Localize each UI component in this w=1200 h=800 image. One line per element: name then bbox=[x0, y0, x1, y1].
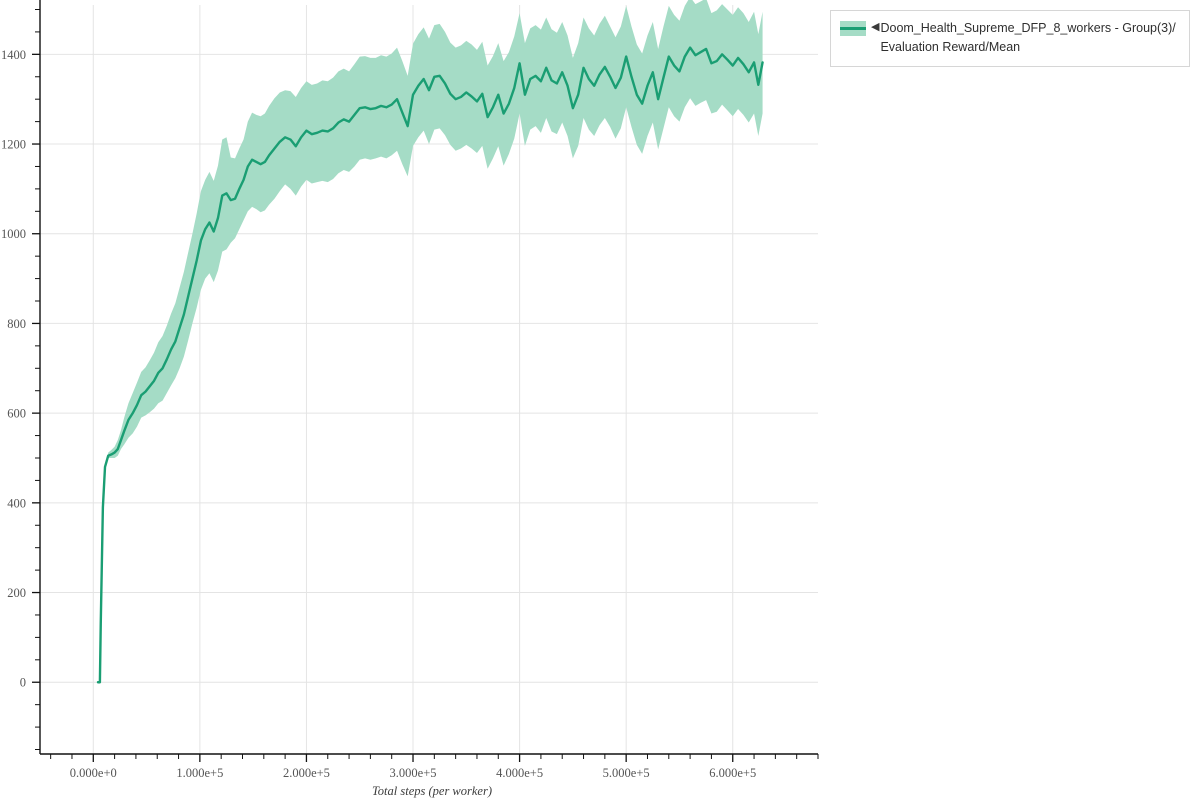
svg-text:800: 800 bbox=[7, 317, 26, 331]
legend-entry-label: Doom_Health_Supreme_DFP_8_workers - Grou… bbox=[880, 21, 1176, 54]
svg-text:4.000e+5: 4.000e+5 bbox=[496, 766, 543, 780]
svg-text:0.000e+0: 0.000e+0 bbox=[70, 766, 117, 780]
legend-color-swatch bbox=[840, 21, 866, 36]
svg-text:2.000e+5: 2.000e+5 bbox=[283, 766, 330, 780]
legend-line-swatch bbox=[840, 27, 866, 30]
legend-marker-icon: ◀ bbox=[871, 21, 880, 33]
tick-labels: 0 200 400 600 800 1000 1200 1400 0.000e+0 1.000e+… bbox=[1, 48, 756, 780]
svg-text:6.000e+5: 6.000e+5 bbox=[709, 766, 756, 780]
svg-text:1.000e+5: 1.000e+5 bbox=[176, 766, 223, 780]
series-line bbox=[96, 46, 764, 684]
svg-text:3.000e+5: 3.000e+5 bbox=[390, 766, 437, 780]
x-axis-title: Total steps (per worker) bbox=[372, 784, 492, 798]
svg-text:5.000e+5: 5.000e+5 bbox=[603, 766, 650, 780]
confidence-band bbox=[97, 0, 763, 683]
svg-text:0: 0 bbox=[20, 676, 26, 690]
svg-text:1000: 1000 bbox=[1, 227, 26, 241]
legend-box[interactable]: ◀ Doom_Health_Supreme_DFP_8_workers - Gr… bbox=[830, 10, 1190, 67]
svg-text:600: 600 bbox=[7, 407, 26, 421]
svg-text:1200: 1200 bbox=[1, 138, 26, 152]
axes bbox=[32, 0, 819, 762]
svg-text:400: 400 bbox=[7, 496, 26, 510]
svg-text:1400: 1400 bbox=[1, 48, 26, 62]
svg-text:200: 200 bbox=[7, 586, 26, 600]
